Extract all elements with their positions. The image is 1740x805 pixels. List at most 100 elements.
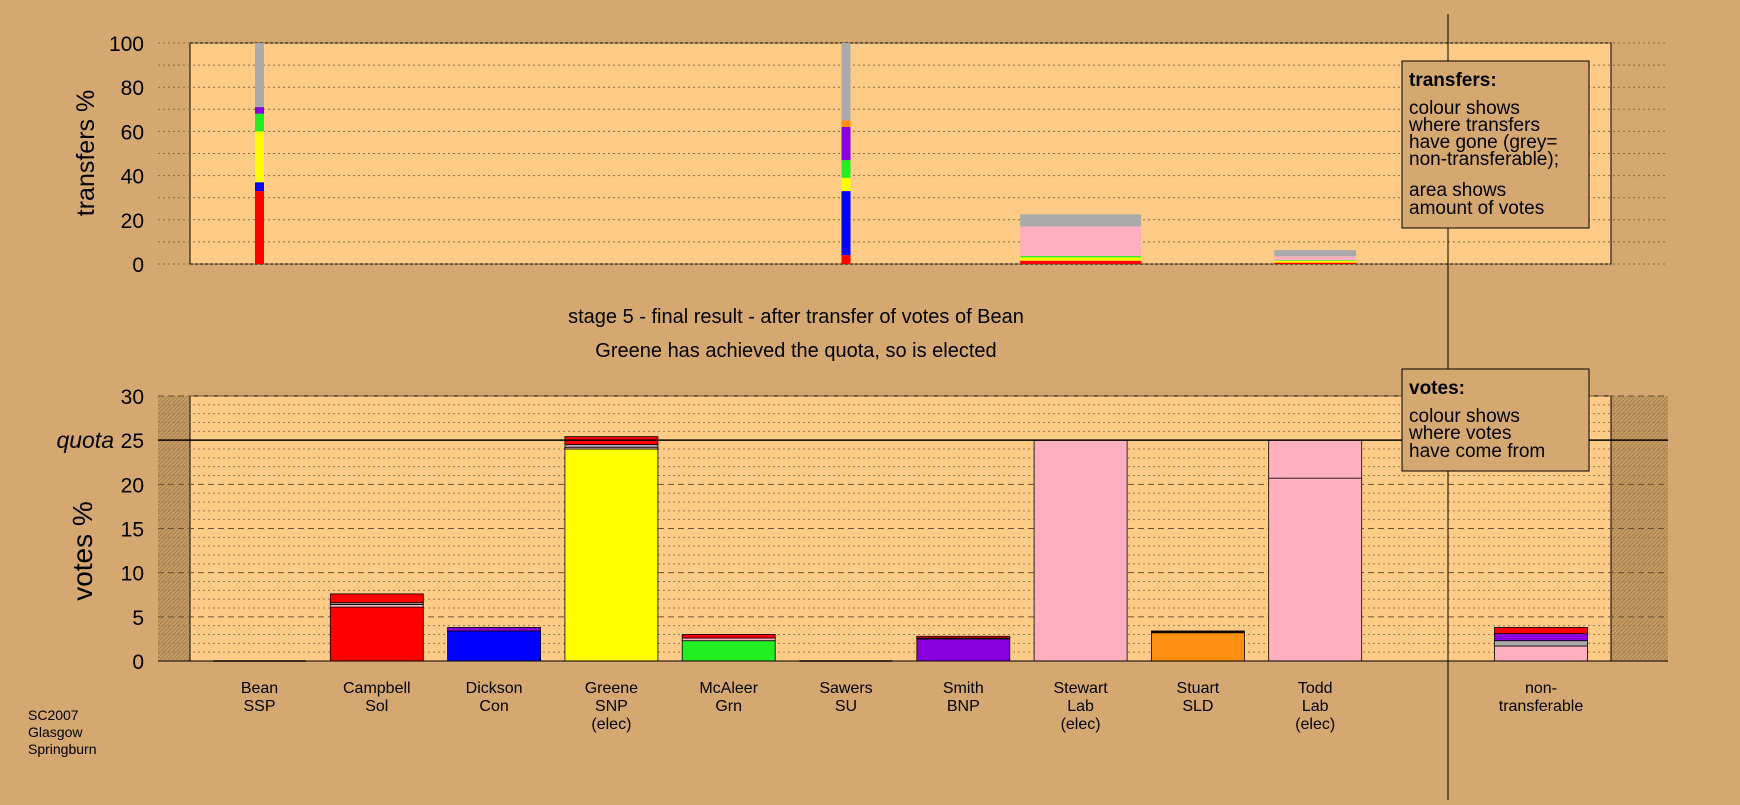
transfers-legend: transfers: colour shows where transfers … — [1401, 60, 1590, 229]
votes-legend-heading: votes: — [1409, 378, 1465, 399]
transfer-segment — [255, 113, 264, 132]
transfer-segment — [841, 177, 851, 192]
vote-segment — [681, 640, 776, 662]
transfers-legend-heading: transfers: — [1409, 70, 1497, 91]
votes-legend-line-2: where votes — [1408, 423, 1511, 444]
candidate-name: Smith — [943, 680, 984, 697]
transfer-segment — [255, 107, 264, 114]
transfers-legend-line-5: area shows — [1409, 180, 1506, 201]
transfer-segment — [1020, 226, 1142, 257]
transfers-gridlines — [158, 42, 1668, 265]
votes-legend: votes: colour shows where votes have com… — [1401, 368, 1590, 472]
transfers-legend-line-3: have gone (grey= — [1409, 132, 1557, 153]
transfer-segment — [841, 191, 851, 256]
vote-segment — [1494, 645, 1588, 662]
transfers-bars — [255, 43, 1357, 264]
transfer-segment — [1274, 256, 1357, 261]
votes-tick-label: 0 — [132, 651, 144, 674]
votes-legend-box — [1401, 368, 1590, 472]
nontransferable-label: non- — [1525, 680, 1557, 697]
candidate-name: Stewart — [1053, 680, 1108, 697]
transfer-segment — [1274, 260, 1357, 263]
transfers-legend-line-4: non-transferable); — [1409, 149, 1559, 170]
vote-segment — [329, 606, 424, 662]
votes-bars — [158, 436, 1668, 662]
vote-segment — [1494, 627, 1588, 635]
transfer-segment — [1020, 260, 1142, 264]
candidate-party: BNP — [947, 698, 980, 715]
vote-segment — [1494, 633, 1588, 642]
vote-segment — [447, 627, 542, 632]
stage-subtitle: Greene has achieved the quota, so is ele… — [595, 340, 996, 362]
candidate-name: Todd — [1298, 680, 1333, 697]
candidate-party: Sol — [365, 698, 388, 715]
vote-segment — [1151, 632, 1245, 662]
transfer-segment — [841, 126, 851, 161]
transfers-tick-label: 20 — [121, 210, 144, 233]
candidate-party: Con — [479, 698, 508, 715]
transfers-tick-label: 100 — [109, 33, 144, 56]
transfer-segment — [1274, 250, 1357, 257]
transfers-tick-labels: 0 20 40 60 80 100 — [109, 33, 144, 277]
transfers-panel: 0 20 40 60 80 100 transfers % — [72, 33, 1668, 277]
vote-segment — [1033, 439, 1128, 662]
transfer-segment — [1020, 214, 1142, 227]
transfers-legend-box — [1401, 60, 1590, 229]
vote-segment — [916, 635, 1011, 639]
transfers-tick-label: 60 — [121, 121, 144, 144]
votes-tick-labels: 0 5 10 15 20 25 30 — [121, 386, 144, 674]
footer-line-1: SC2007 — [28, 707, 79, 723]
candidate-elected: (elec) — [591, 716, 631, 733]
vote-segment — [1494, 640, 1588, 647]
candidate-name: Greene — [585, 680, 638, 697]
transfers-tick-label: 40 — [121, 166, 144, 189]
transfers-legend-line-2: where transfers — [1408, 115, 1540, 136]
candidate-party: Grn — [715, 698, 742, 715]
transfer-segment — [1274, 262, 1357, 264]
candidate-name: Stuart — [1177, 680, 1220, 697]
transfer-segment — [841, 43, 851, 121]
transfers-tick-label: 0 — [132, 254, 144, 277]
candidate-party: Lab — [1302, 698, 1329, 715]
vote-segment — [1151, 630, 1245, 633]
votes-tick-label: 30 — [121, 386, 144, 409]
vote-segment — [447, 630, 542, 662]
votes-tick-label: 25 — [121, 430, 144, 453]
candidate-party: SU — [835, 698, 857, 715]
transfers-legend-line-6: amount of votes — [1409, 198, 1544, 219]
vote-segment — [564, 448, 659, 662]
votes-tick-label: 10 — [121, 563, 144, 586]
candidate-name: Dickson — [466, 680, 523, 697]
transfer-segment — [255, 191, 264, 264]
transfer-segment — [841, 255, 851, 264]
transfers-legend-line-1: colour shows — [1409, 98, 1520, 119]
quota-label: quota — [56, 427, 114, 453]
candidate-party: SSP — [243, 698, 275, 715]
transfer-segment — [255, 131, 264, 183]
candidate-name: Campbell — [343, 680, 411, 697]
candidate-labels: BeanSSPCampbellSolDicksonConGreeneSNP(el… — [241, 680, 1584, 733]
transfer-segment — [841, 160, 851, 178]
transfers-tick-label: 80 — [121, 77, 144, 100]
vote-segment — [1268, 477, 1363, 662]
candidate-name: McAleer — [699, 680, 758, 697]
vote-segment — [681, 634, 776, 639]
votes-tick-label: 5 — [132, 607, 144, 630]
candidate-name: Bean — [241, 680, 278, 697]
transfer-segment — [1020, 257, 1142, 261]
transfer-segment — [841, 120, 851, 127]
nontransferable-label: transferable — [1499, 698, 1584, 715]
votes-tick-label: 15 — [121, 519, 144, 542]
vote-segment — [329, 593, 424, 604]
transfer-segment — [255, 43, 264, 108]
candidate-party: SNP — [595, 698, 628, 715]
stage-title: stage 5 - final result - after transfer … — [568, 306, 1024, 328]
footer-line-3: Springburn — [28, 741, 97, 757]
votes-tick-label: 20 — [121, 474, 144, 497]
vote-segment — [1268, 439, 1363, 479]
candidate-elected: (elec) — [1295, 716, 1335, 733]
footer-line-2: Glasgow — [28, 724, 83, 740]
votes-legend-line-1: colour shows — [1409, 406, 1520, 427]
transfer-segment — [255, 182, 264, 192]
